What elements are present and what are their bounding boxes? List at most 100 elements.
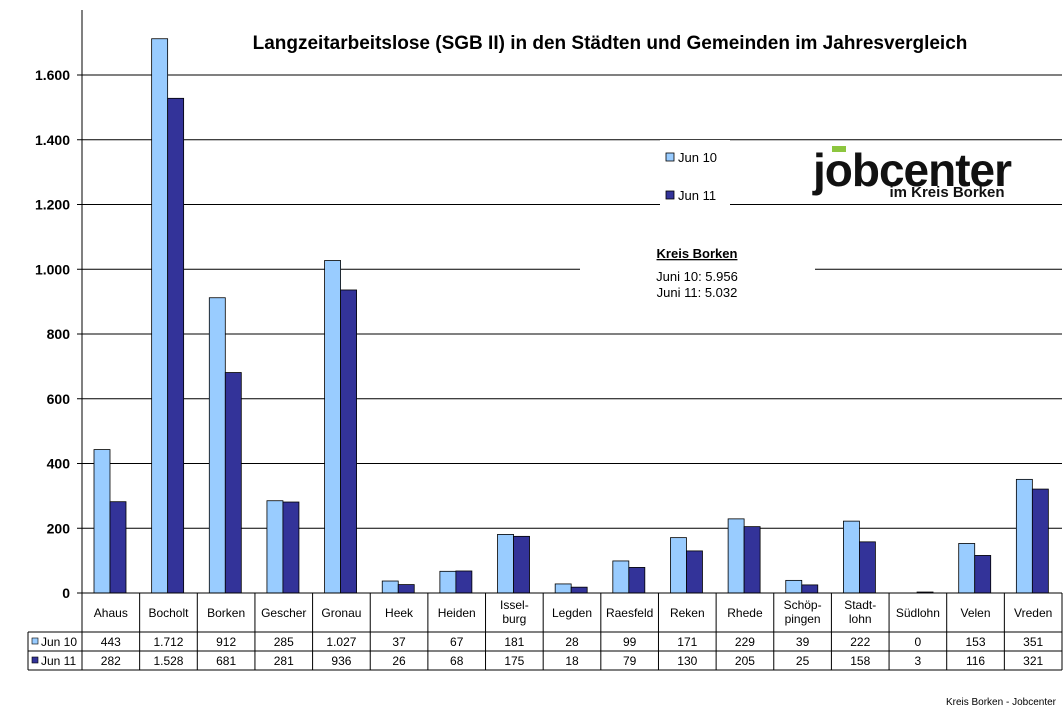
- logo-accent: [832, 146, 846, 152]
- y-tick-label: 1.600: [35, 67, 70, 83]
- jobcenter-logo: jobcenter im Kreis Borken: [812, 144, 1013, 201]
- chart-title: Langzeitarbeitslose (SGB II) in den Städ…: [253, 33, 968, 54]
- bar-jun11-1: [167, 97, 185, 594]
- bar-jun11-13: [859, 541, 876, 594]
- category-label: lohn: [849, 612, 872, 626]
- table-cell: 1.027: [326, 635, 356, 649]
- annotation-line-1: Juni 10: 5.956: [656, 269, 738, 284]
- category-label: Südlohn: [896, 606, 940, 620]
- legend: Jun 10 Jun 11: [665, 150, 717, 203]
- category-label: Schöp-: [784, 598, 822, 612]
- logo-wordmark: jobcenter: [812, 144, 1012, 196]
- table-cell: 158: [850, 654, 870, 668]
- legend-swatch-jun11: [665, 190, 675, 200]
- legend-label-jun11: Jun 11: [678, 188, 716, 203]
- category-label: pingen: [785, 612, 821, 626]
- table-cell: 28: [565, 635, 579, 649]
- table-row-swatch: [31, 637, 39, 645]
- table-cell: 175: [504, 654, 524, 668]
- bar-jun10-12: [785, 579, 803, 594]
- legend-label-jun10: Jun 10: [678, 150, 717, 165]
- table-cell: 1.712: [153, 635, 183, 649]
- bar-jun11-15: [974, 555, 992, 594]
- annotation-background: [580, 240, 815, 302]
- bar-jun10-7: [497, 534, 514, 594]
- y-tick-label: 1.400: [35, 132, 70, 148]
- table-cell: 79: [623, 654, 637, 668]
- category-label: Velen: [961, 606, 991, 620]
- category-label: Gescher: [261, 606, 306, 620]
- bar-jun10-2: [208, 297, 226, 594]
- table-cell: 285: [274, 635, 294, 649]
- table-cell: 3: [915, 654, 922, 668]
- category-label: Vreden: [1014, 606, 1052, 620]
- bar-jun11-9: [628, 567, 646, 594]
- table-row-swatch: [31, 656, 39, 664]
- y-tick-label: 800: [47, 326, 71, 342]
- bar-jun10-0: [93, 449, 111, 594]
- table-cell: 912: [216, 635, 236, 649]
- logo-subtitle: im Kreis Borken: [889, 184, 1004, 201]
- bar-jun11-7: [513, 535, 530, 594]
- bar-jun10-16: [1015, 478, 1033, 594]
- y-tick-label: 200: [47, 520, 71, 536]
- table-row-header: Jun 10: [41, 635, 77, 649]
- table-cell: 18: [565, 654, 579, 668]
- category-label: Issel-: [500, 598, 529, 612]
- bar-jun10-10: [670, 537, 687, 594]
- bar-jun10-6: [439, 570, 457, 594]
- category-label: Raesfeld: [606, 606, 653, 620]
- category-label: Heek: [385, 606, 414, 620]
- table-cell: 681: [216, 654, 236, 668]
- annotation-line-2: Juni 11: 5.032: [657, 285, 738, 300]
- bars: [93, 38, 1049, 594]
- category-label: Stadt-: [844, 598, 876, 612]
- table-cell: 351: [1023, 635, 1043, 649]
- data-table: Ahaus Bocholt Borken Gescher Gronau Heek Heide…: [27, 592, 1063, 671]
- gridlines: [82, 74, 1062, 529]
- table-cell: 116: [966, 654, 985, 668]
- y-tick-label: 1.200: [35, 197, 70, 213]
- table-cell: 130: [677, 654, 697, 668]
- table-cell: 99: [623, 635, 637, 649]
- category-label: Ahaus: [94, 606, 128, 620]
- category-label: Rhede: [727, 606, 763, 620]
- bar-jun10-9: [612, 560, 630, 594]
- table-cell: 222: [850, 635, 870, 649]
- bar-jun11-5: [397, 584, 415, 594]
- category-label: Legden: [552, 606, 592, 620]
- category-label: Heiden: [438, 606, 476, 620]
- bar-jun10-11: [727, 518, 745, 594]
- bar-jun10-4: [324, 260, 341, 594]
- bar-jun10-8: [554, 583, 572, 594]
- table-cell: 171: [677, 635, 697, 649]
- table-cell: 1.528: [153, 654, 183, 668]
- table-cell: 282: [101, 654, 121, 668]
- bar-jun11-6: [455, 570, 473, 594]
- bar-jun11-16: [1031, 488, 1049, 594]
- table-cell: 37: [392, 635, 406, 649]
- table-cell: 39: [796, 635, 810, 649]
- category-label: Borken: [207, 606, 245, 620]
- table-cell: 936: [331, 654, 351, 668]
- bar-jun11-2: [224, 372, 242, 594]
- y-tick-label: 0: [62, 585, 70, 601]
- bar-jun10-3: [266, 500, 284, 594]
- bar-jun11-3: [282, 501, 300, 594]
- bar-jun11-8: [570, 586, 588, 594]
- legend-swatch-jun10: [665, 152, 675, 162]
- y-tick-label: 600: [47, 391, 71, 407]
- category-label: Bocholt: [148, 606, 189, 620]
- table-cell: 26: [392, 654, 406, 668]
- table-cell: 0: [915, 635, 922, 649]
- y-tick-label: 400: [47, 456, 71, 472]
- bar-jun10-15: [958, 543, 976, 594]
- table-row-header: Jun 11: [41, 654, 76, 668]
- category-label: burg: [502, 612, 526, 626]
- table-cell: 205: [735, 654, 755, 668]
- bar-jun11-4: [340, 289, 357, 594]
- annotation-kreis-borken: Kreis Borken Juni 10: 5.956 Juni 11: 5.0…: [656, 246, 738, 300]
- category-label: Gronau: [321, 606, 361, 620]
- bar-jun10-13: [843, 520, 860, 594]
